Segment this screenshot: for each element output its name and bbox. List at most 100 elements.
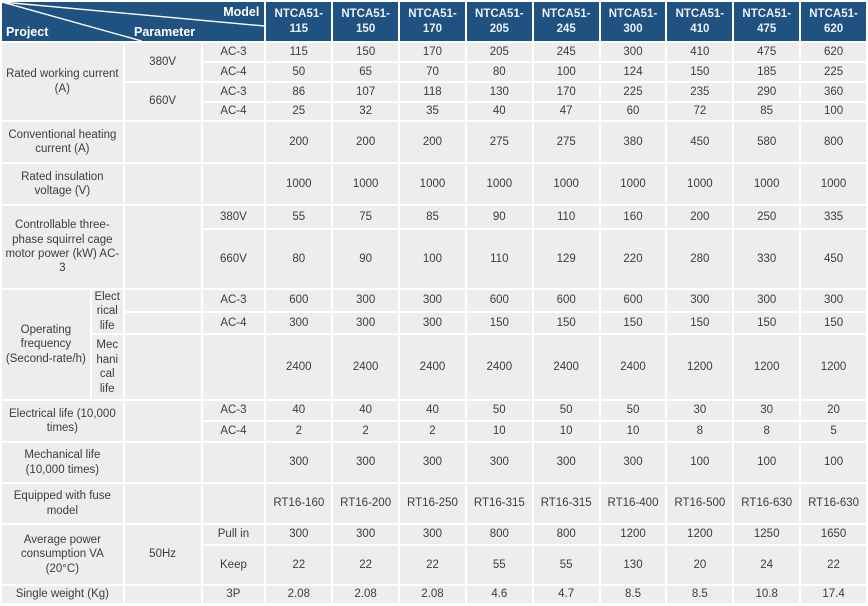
- value-cell: 40: [333, 401, 399, 421]
- value-cell: 2400: [600, 335, 666, 400]
- empty-cell: [124, 164, 201, 204]
- value-cell: 130: [466, 83, 532, 101]
- value-cell: 300: [600, 43, 666, 61]
- sub-label-electrical-life: Electrical life: [91, 290, 123, 334]
- value-cell: 40: [466, 103, 532, 120]
- value-cell: RT16-500: [667, 484, 733, 524]
- table-row: Electrical life (10,000 times) AC-3 40 40 40…: [2, 401, 866, 442]
- value-cell: RT16-630: [734, 484, 800, 524]
- value-cell: 100: [734, 443, 800, 483]
- value-cell: 160: [600, 206, 666, 228]
- value-cell: 150: [533, 312, 599, 334]
- param-category-keep: Keep: [202, 546, 265, 585]
- row-label-motor-power: Controllable three-phase squirrel cage m…: [2, 206, 123, 288]
- empty-cell: [202, 164, 265, 204]
- model-column-header: NTCA51- 620: [801, 2, 866, 41]
- value-cell: 150: [667, 63, 733, 81]
- value-cell: 8.5: [600, 586, 666, 604]
- value-cell: 10: [533, 422, 599, 442]
- value-cell: 20: [667, 546, 733, 585]
- value-cell: 250: [734, 206, 800, 228]
- value-cell: 300: [600, 443, 666, 483]
- value-cell: 170: [533, 83, 599, 101]
- corner-header-cell: Model Parameter Project: [2, 2, 265, 41]
- value-cell: 35: [400, 103, 465, 120]
- corner-model-label: Model: [223, 5, 260, 19]
- value-cell: 800: [466, 525, 532, 545]
- value-cell: 10: [466, 422, 532, 442]
- value-cell: 8: [667, 422, 733, 442]
- value-cell: 40: [266, 401, 332, 421]
- value-cell: 10.8: [734, 586, 800, 604]
- value-cell: 800: [533, 525, 599, 545]
- value-cell: 275: [466, 122, 532, 162]
- value-cell: 100: [667, 443, 733, 483]
- row-label-electrical-life-10k: Electrical life (10,000 times): [2, 401, 123, 442]
- model-column-header: NTCA51- 410: [667, 2, 733, 41]
- spec-table-body: Rated working current (A) 380V AC-3 115 150 1…: [2, 43, 866, 604]
- value-cell: 100: [533, 63, 599, 81]
- value-cell: RT16-315: [533, 484, 599, 524]
- value-cell: 17.4: [801, 586, 866, 604]
- value-cell: 225: [801, 63, 866, 81]
- value-cell: 129: [533, 230, 599, 288]
- value-cell: 1650: [801, 525, 866, 545]
- model-column-header: NTCA51- 115: [266, 2, 332, 41]
- row-label-fuse-model: Equipped with fuse model: [2, 484, 123, 524]
- table-row: AC-4 50 65 70 80 100 124 150 185 225: [2, 63, 866, 81]
- value-cell: 620: [801, 43, 866, 61]
- value-cell: 4.7: [533, 586, 599, 604]
- value-cell: 40: [400, 401, 465, 421]
- value-cell: 30: [667, 401, 733, 421]
- value-cell: 2.08: [400, 586, 465, 604]
- table-row: Conventional heating current (A) 200 200 20…: [2, 122, 866, 162]
- value-cell: 22: [333, 546, 399, 585]
- value-cell: 150: [734, 312, 800, 334]
- empty-cell: [124, 290, 201, 311]
- value-cell: 300: [333, 525, 399, 545]
- value-cell: 1200: [667, 525, 733, 545]
- table-row: AC-4 25 32 35 40 47 60 72 85 100: [2, 103, 866, 120]
- table-row: 660V AC-3 86 107 118 130 170 225 235 290 360: [2, 83, 866, 120]
- value-cell: 185: [734, 63, 800, 81]
- value-cell: 90: [333, 230, 399, 288]
- value-cell: 150: [466, 312, 532, 334]
- value-cell: 24: [734, 546, 800, 585]
- table-row: Operating frequency (Second-rate/h) Elect…: [2, 290, 866, 400]
- value-cell: 335: [801, 206, 866, 228]
- sub-label-mechanical-life: Mechanical life: [91, 335, 123, 400]
- value-cell: 300: [266, 525, 332, 545]
- diagonal-divider-lines: [2, 2, 265, 41]
- table-row: AC-4 2 2 2 10 10 10 8 8 5: [2, 422, 866, 442]
- table-row: Average power consumption VA (20°C) 50Hz P…: [2, 525, 866, 585]
- value-cell: 55: [533, 546, 599, 585]
- value-cell: 2.08: [266, 586, 332, 604]
- value-cell: 580: [734, 122, 800, 162]
- row-label-rated-insulation-voltage: Rated insulation voltage (V): [2, 164, 123, 204]
- value-cell: 86: [266, 83, 332, 101]
- value-cell: 2: [400, 422, 465, 442]
- value-cell: 300: [667, 290, 733, 311]
- value-cell: 1200: [600, 525, 666, 545]
- value-cell: 300: [266, 312, 332, 334]
- param-category-ac4: AC-4: [202, 312, 265, 334]
- value-cell: 1000: [801, 164, 866, 204]
- row-label-average-power-consumption: Average power consumption VA (20°C): [2, 525, 123, 585]
- value-cell: 225: [600, 83, 666, 101]
- empty-cell: [124, 206, 201, 288]
- value-cell: 118: [400, 83, 465, 101]
- param-category-ac4: AC-4: [202, 422, 265, 442]
- row-label-single-weight: Single weight (Kg): [2, 586, 123, 604]
- param-category-ac4: AC-4: [202, 103, 265, 120]
- table-row: Single weight (Kg) 3P 2.08 2.08 2.08 4.6 4.7 8.…: [2, 586, 866, 604]
- value-cell: 32: [333, 103, 399, 120]
- model-column-header: NTCA51- 475: [734, 2, 800, 41]
- value-cell: 85: [400, 206, 465, 228]
- value-cell: 235: [667, 83, 733, 101]
- empty-cell: [124, 443, 201, 483]
- value-cell: 22: [801, 546, 866, 585]
- value-cell: 1200: [734, 335, 800, 400]
- value-cell: 55: [466, 546, 532, 585]
- table-row: Keep 22 22 22 55 55 130 20 24 22: [2, 546, 866, 585]
